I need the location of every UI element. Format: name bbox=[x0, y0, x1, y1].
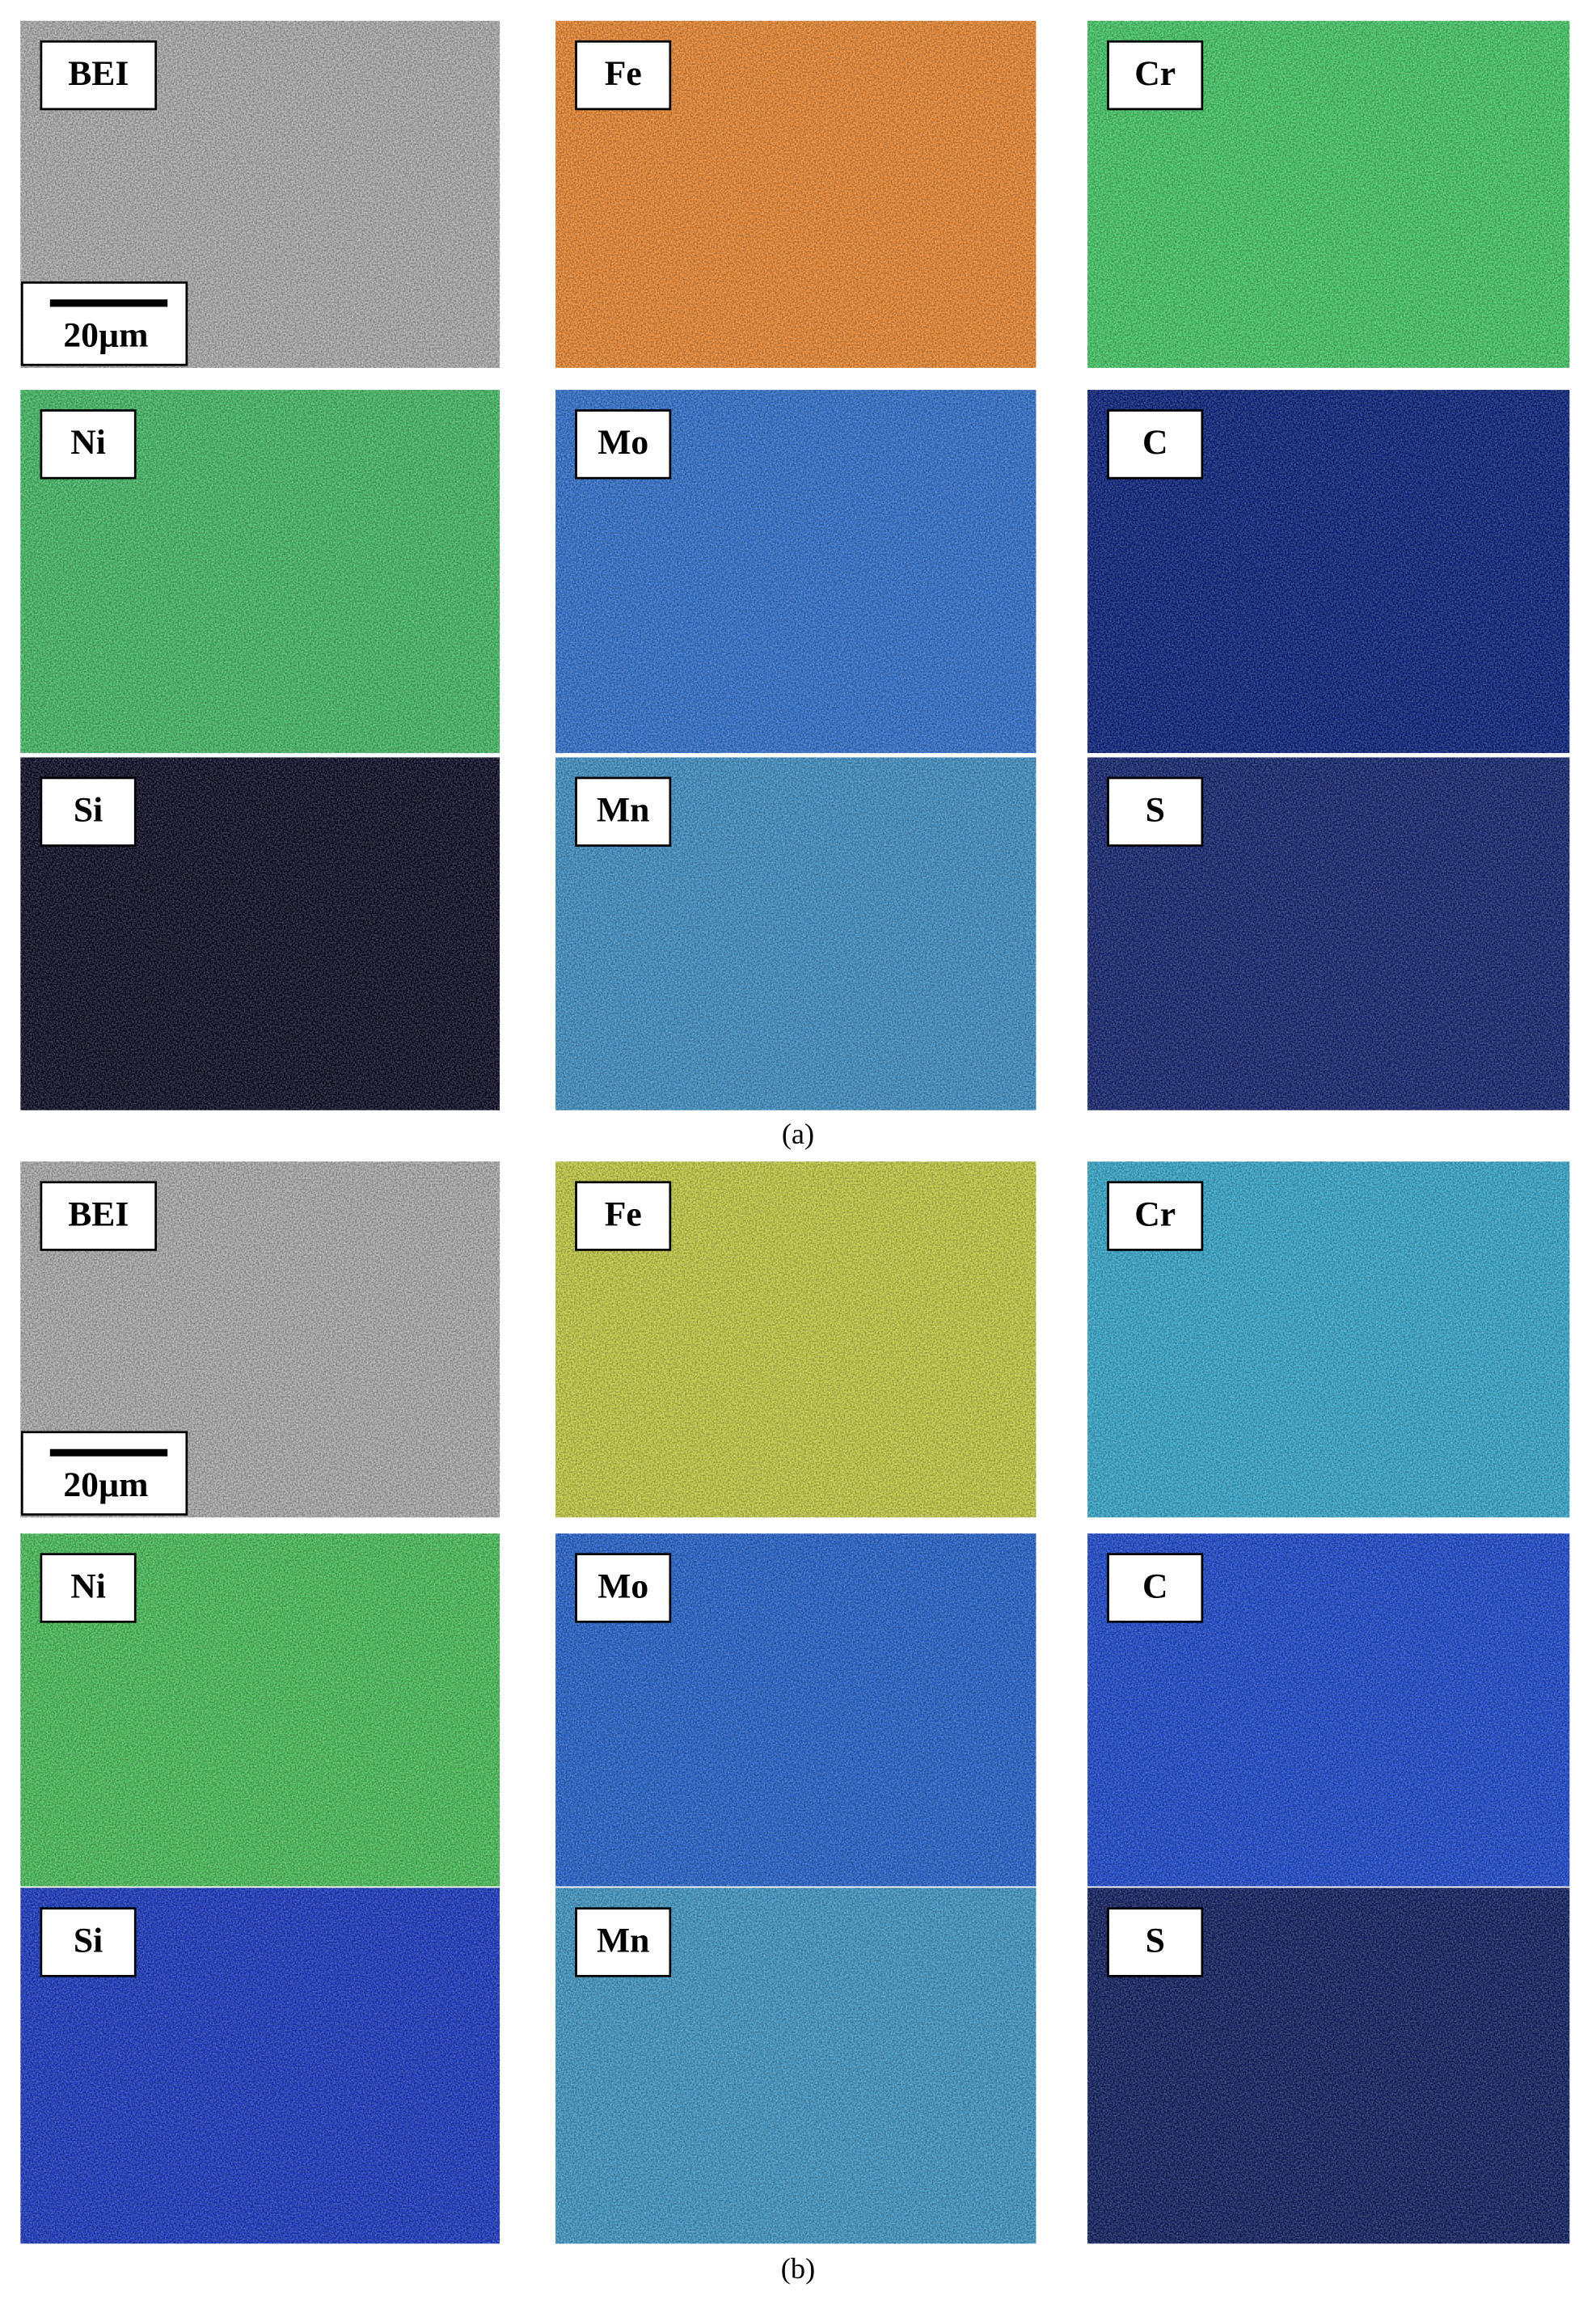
map: Cr bbox=[1087, 1161, 1570, 1518]
map: Mn bbox=[555, 757, 1037, 1110]
map: Ni bbox=[20, 1533, 500, 1887]
label-box bbox=[1107, 1553, 1204, 1623]
map-label: Mo bbox=[597, 1567, 648, 1605]
label-box bbox=[1107, 1907, 1204, 1977]
map-label: S bbox=[1146, 791, 1165, 830]
scale-bar-label: 20µm bbox=[63, 315, 148, 354]
map: C bbox=[1087, 390, 1570, 754]
label-box bbox=[40, 1181, 158, 1251]
map: BEI 20µm bbox=[20, 1161, 500, 1518]
scale-bar-box bbox=[20, 281, 188, 366]
panel: BEI 20µm Fe Cr Ni Mo C Si Mn S (a) bbox=[20, 20, 1570, 1150]
panel: BEI 20µm Fe Cr Ni Mo C Si Mn S (b) bbox=[20, 1161, 1570, 2285]
label-box bbox=[1107, 409, 1204, 480]
map-label: Cr bbox=[1134, 1195, 1176, 1233]
map: S bbox=[1087, 757, 1570, 1110]
label-box bbox=[575, 1553, 672, 1623]
map-label: Mo bbox=[597, 423, 648, 462]
map: C bbox=[1087, 1533, 1570, 1887]
label-box bbox=[40, 409, 137, 480]
scale-bar-box bbox=[20, 1431, 188, 1516]
map-label: Ni bbox=[70, 1567, 106, 1605]
panel-caption: (a) bbox=[782, 1118, 814, 1150]
label-box bbox=[575, 1907, 672, 1977]
map: Mn bbox=[555, 1888, 1037, 2244]
label-box bbox=[40, 776, 137, 847]
map-label: BEI bbox=[68, 1195, 129, 1233]
map: Cr bbox=[1087, 20, 1570, 368]
map: Fe bbox=[555, 1161, 1037, 1518]
label-box bbox=[575, 40, 672, 111]
map-label: C bbox=[1142, 1567, 1168, 1605]
map-label: Cr bbox=[1134, 54, 1176, 93]
map-label: Fe bbox=[605, 1195, 642, 1233]
map-label: S bbox=[1146, 1921, 1165, 1960]
map-label: Mn bbox=[597, 791, 649, 830]
label-box bbox=[575, 1181, 672, 1251]
map: Mo bbox=[555, 1533, 1037, 1887]
map: Ni bbox=[20, 390, 500, 754]
map: Si bbox=[20, 1888, 500, 2244]
label-box bbox=[40, 1907, 137, 1977]
map-label: Mn bbox=[597, 1921, 649, 1960]
panel-caption: (b) bbox=[781, 2252, 815, 2285]
map: S bbox=[1087, 1888, 1570, 2244]
map: Fe bbox=[555, 20, 1037, 368]
map-label: Ni bbox=[70, 423, 106, 462]
map-label: BEI bbox=[68, 54, 129, 93]
map: Si bbox=[20, 757, 500, 1110]
label-box bbox=[1107, 1181, 1204, 1251]
label-box bbox=[575, 776, 672, 847]
map: Mo bbox=[555, 390, 1037, 754]
label-box bbox=[40, 40, 158, 111]
label-box bbox=[40, 1553, 137, 1623]
map-label: Si bbox=[74, 1921, 103, 1960]
label-box bbox=[575, 409, 672, 480]
map-label: Si bbox=[74, 791, 103, 830]
scale-bar-label: 20µm bbox=[63, 1465, 148, 1504]
label-box bbox=[1107, 776, 1204, 847]
map: BEI 20µm bbox=[20, 20, 500, 368]
label-box bbox=[1107, 40, 1204, 111]
map-label: C bbox=[1142, 423, 1168, 462]
map-label: Fe bbox=[605, 54, 642, 93]
